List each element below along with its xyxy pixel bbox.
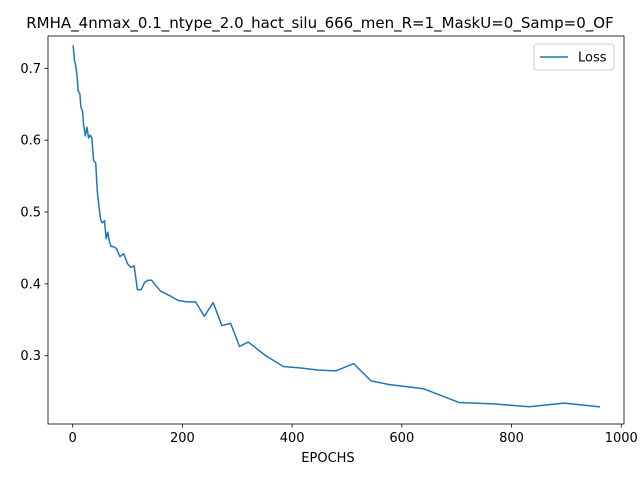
- legend-label: Loss: [578, 51, 607, 66]
- plot-frame: [47, 35, 625, 425]
- legend: Loss: [533, 43, 615, 71]
- x-tick-label: 1000: [605, 431, 638, 446]
- x-tick-label: 600: [389, 431, 414, 446]
- chart-title: RMHA_4nmax_0.1_ntype_2.0_hact_silu_666_m…: [26, 14, 613, 33]
- x-tick-label: 400: [280, 431, 305, 446]
- y-tick-label: 0.6: [20, 134, 41, 149]
- axes: 0 200 400 600 800 1000 0.3 0.4 0.5 0.6 0.7: [20, 35, 638, 446]
- series-line-loss: [72, 45, 601, 408]
- y-tick-label: 0.3: [20, 349, 41, 364]
- y-tick-label: 0.5: [20, 206, 41, 221]
- x-tick-label: 0: [69, 431, 77, 446]
- y-tick-label: 0.4: [20, 277, 41, 292]
- plot-area: [72, 45, 601, 408]
- legend-box: [533, 43, 615, 71]
- x-tick-label: 800: [499, 431, 524, 446]
- x-axis-label: EPOCHS: [301, 451, 354, 466]
- x-tick-label: 200: [170, 431, 195, 446]
- y-tick-label: 0.7: [20, 62, 41, 77]
